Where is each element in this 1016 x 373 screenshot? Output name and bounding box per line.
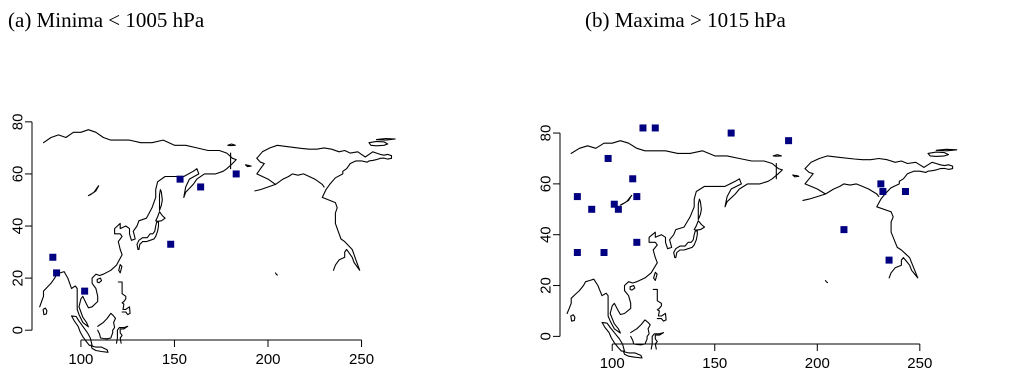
panel-b-y-tick-label: 0 — [538, 332, 555, 340]
panel-a-data-point — [49, 253, 57, 261]
panel-a-coastline — [244, 164, 252, 168]
panel-a-title: (a) Minima < 1005 hPa — [8, 8, 205, 32]
panel-b-data-point — [629, 175, 637, 183]
panel-b-data-point — [588, 205, 596, 213]
panel-b-coastline — [804, 155, 954, 279]
panel-b-data-point — [633, 193, 641, 201]
panel-a-x-tick-label: 250 — [349, 351, 374, 368]
panel-a-coastline — [256, 157, 325, 188]
panel-b-data-point — [901, 188, 909, 195]
panel-a-coastline — [118, 264, 123, 274]
panel-a-y-axis: 0 20 40 60 80 — [10, 114, 33, 334]
panel-a-y-tick-label: 60 — [10, 166, 27, 183]
panel-a-data-point — [197, 183, 205, 191]
panel-b-coastline — [802, 193, 827, 201]
panel-a-points — [49, 170, 240, 295]
panel-b-x-tick-label: 200 — [805, 355, 830, 372]
panel-a-y-tick-label: 20 — [10, 270, 27, 287]
panel-b-coastline — [927, 151, 950, 157]
panel-b-coastline — [566, 140, 783, 334]
panel-a-coastline — [97, 312, 117, 340]
panel-a-coastline — [136, 221, 160, 251]
panel-b-x-tick-label: 100 — [600, 355, 625, 372]
panel-b-y-tick-label: 40 — [538, 226, 555, 243]
panel-b-coastline — [630, 319, 651, 346]
panel-b-data-point — [639, 124, 647, 132]
panel-b-y-tick-label: 80 — [538, 125, 555, 142]
panel-b-points — [573, 124, 909, 264]
panel-b-data-point — [885, 256, 893, 264]
panel-b-coastline — [629, 284, 636, 291]
panel-a-coastline — [274, 272, 278, 276]
panel-b-coastline — [935, 148, 958, 152]
panel-b-data-point — [614, 205, 622, 213]
panel-b-coastline — [601, 321, 626, 352]
panel-a-x-axis: 100 150 200 250 — [68, 339, 374, 368]
panel-a-data-point — [176, 175, 184, 183]
panel-b-data-point — [600, 249, 608, 256]
panel-a-coastline — [115, 325, 129, 344]
panel-b-data-point — [573, 193, 581, 201]
panel-b-coastline — [824, 279, 829, 284]
panel-a-coastline — [227, 143, 236, 147]
panel-b-data-point — [651, 124, 659, 132]
panel-a-data-point — [53, 269, 61, 277]
panel-b-coastline — [652, 288, 667, 322]
panel-b-y-tick-label: 60 — [538, 176, 555, 193]
panel-b-x-axis: 100 150 200 250 — [600, 343, 932, 372]
panel-a-coastline — [96, 277, 103, 284]
panel-b-coastline — [772, 154, 782, 157]
panel-a-coastline — [117, 281, 131, 316]
panel-a-y-tick-label: 40 — [10, 218, 27, 235]
panel-b-coastline — [619, 194, 633, 206]
panel-a-coastline — [42, 307, 48, 316]
panel-a-x-tick-label: 200 — [255, 351, 280, 368]
panel-a-coastline — [254, 183, 277, 192]
panel-b-data-point — [840, 226, 848, 234]
panel-a-coastline — [375, 137, 396, 141]
panel-b-coastline — [622, 351, 643, 359]
panel-b-title: (b) Maxima > 1015 hPa — [585, 8, 786, 32]
panel-a-coastline — [87, 185, 100, 197]
panel-b-coastline — [792, 174, 800, 178]
panel-b-coastline — [653, 271, 658, 282]
panel-b-x-tick-label: 150 — [702, 355, 727, 372]
panel-a-data-point — [232, 170, 240, 178]
panel-b-y-axis: 0 20 40 60 80 — [538, 125, 561, 341]
panel-b-data-point — [610, 200, 618, 208]
panel-a-coastline — [155, 211, 166, 222]
panel-b-coastline — [673, 230, 698, 259]
panel-a-coastline — [70, 315, 93, 346]
panel-a-y-tick-label: 0 — [10, 326, 27, 334]
panel-b-coastline — [570, 314, 576, 322]
panel-a-coastlines — [39, 129, 396, 353]
panel-b-x-tick-label: 250 — [907, 355, 932, 372]
panel-b-data-point — [877, 180, 885, 188]
panel-b-data-point — [633, 238, 641, 246]
panel-b-data-point — [785, 137, 793, 145]
panel-b-data-point — [879, 188, 887, 195]
panel-a-x-tick-label: 100 — [68, 351, 93, 368]
panel-b-coastline — [693, 220, 706, 231]
panel-a-coastline — [158, 189, 163, 211]
panel-b-coastline — [804, 168, 880, 198]
panel-b-data-point — [573, 249, 581, 256]
panel-b-data-point — [604, 154, 612, 162]
panel-b-coastline — [697, 198, 702, 221]
panel-a-coastline — [256, 144, 393, 271]
panel-b-y-tick-label: 20 — [538, 277, 555, 294]
panel-b-coastline — [650, 332, 665, 350]
panel-a-x-tick-label: 150 — [162, 351, 187, 368]
panel-a-y-tick-label: 80 — [10, 114, 27, 131]
panel-a-coastline — [39, 129, 237, 328]
panel-a-data-point — [81, 287, 89, 295]
panel-b-data-point — [727, 129, 735, 137]
panel-a-coastline — [368, 140, 389, 147]
panel-a-coastline — [90, 345, 109, 353]
panel-b-coastlines — [566, 140, 958, 359]
panel-a-data-point — [167, 240, 175, 248]
